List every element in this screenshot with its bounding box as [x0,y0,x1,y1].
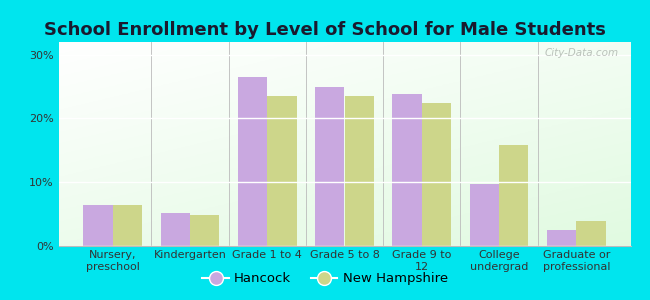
Bar [112,205,142,246]
Bar [344,96,374,246]
Bar [267,96,296,246]
Bar [577,220,606,246]
Text: School Enrollment by Level of School for Male Students: School Enrollment by Level of School for… [44,21,606,39]
Legend: Hancock, New Hampshire: Hancock, New Hampshire [197,267,453,290]
Text: City-Data.com: City-Data.com [545,48,619,58]
Bar [315,87,344,246]
Bar [470,184,499,246]
Bar [422,103,451,246]
Bar [547,230,577,246]
Bar [190,215,219,246]
Bar [83,205,112,246]
Bar [393,94,422,246]
Bar [161,213,190,246]
Bar [238,77,267,246]
Bar [499,145,528,246]
